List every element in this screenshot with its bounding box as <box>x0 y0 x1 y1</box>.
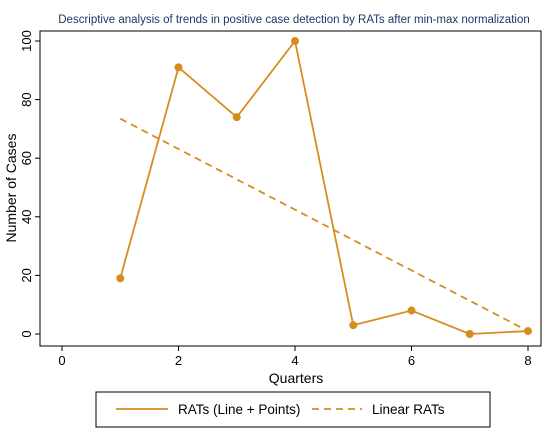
y-tick-label: 40 <box>19 210 34 224</box>
y-tick-label: 0 <box>19 330 34 337</box>
legend-label-1: Linear RATs <box>372 402 445 417</box>
x-tick-label: 0 <box>58 353 65 368</box>
data-point <box>407 306 416 315</box>
y-tick-label: 20 <box>19 268 34 282</box>
data-point <box>291 37 299 45</box>
legend-label-0: RATs (Line + Points) <box>178 402 300 417</box>
chart-title: Descriptive analysis of trends in positi… <box>58 14 529 26</box>
data-point <box>465 330 474 338</box>
y-axis-label: Number of Cases <box>3 134 19 243</box>
x-tick-label: 4 <box>291 353 298 368</box>
y-tick-label: 100 <box>19 30 34 52</box>
plot-area <box>39 30 542 347</box>
series-line-0 <box>119 38 529 335</box>
legend <box>95 391 491 428</box>
series-layer <box>116 37 532 338</box>
data-point <box>232 113 241 122</box>
y-tick-label: 80 <box>19 92 34 106</box>
legend-items: RATs (Line + Points) Linear RATs <box>116 402 445 417</box>
x-tick-label: 8 <box>524 353 531 368</box>
data-point <box>174 63 183 72</box>
y-tick-label: 60 <box>19 151 34 165</box>
data-point <box>349 321 358 330</box>
data-point <box>116 274 125 283</box>
axis-ticks <box>35 40 529 351</box>
x-tick-label: 6 <box>408 353 415 368</box>
series-line-1 <box>119 117 529 332</box>
x-axis-label: Quarters <box>269 370 323 386</box>
x-tick-label: 2 <box>175 353 182 368</box>
